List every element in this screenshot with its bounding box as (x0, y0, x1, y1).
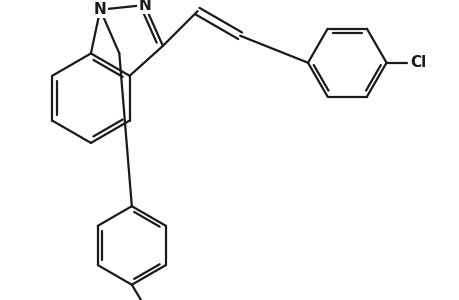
Text: Cl: Cl (409, 55, 425, 70)
Text: N: N (94, 2, 106, 17)
Text: N: N (138, 0, 151, 13)
